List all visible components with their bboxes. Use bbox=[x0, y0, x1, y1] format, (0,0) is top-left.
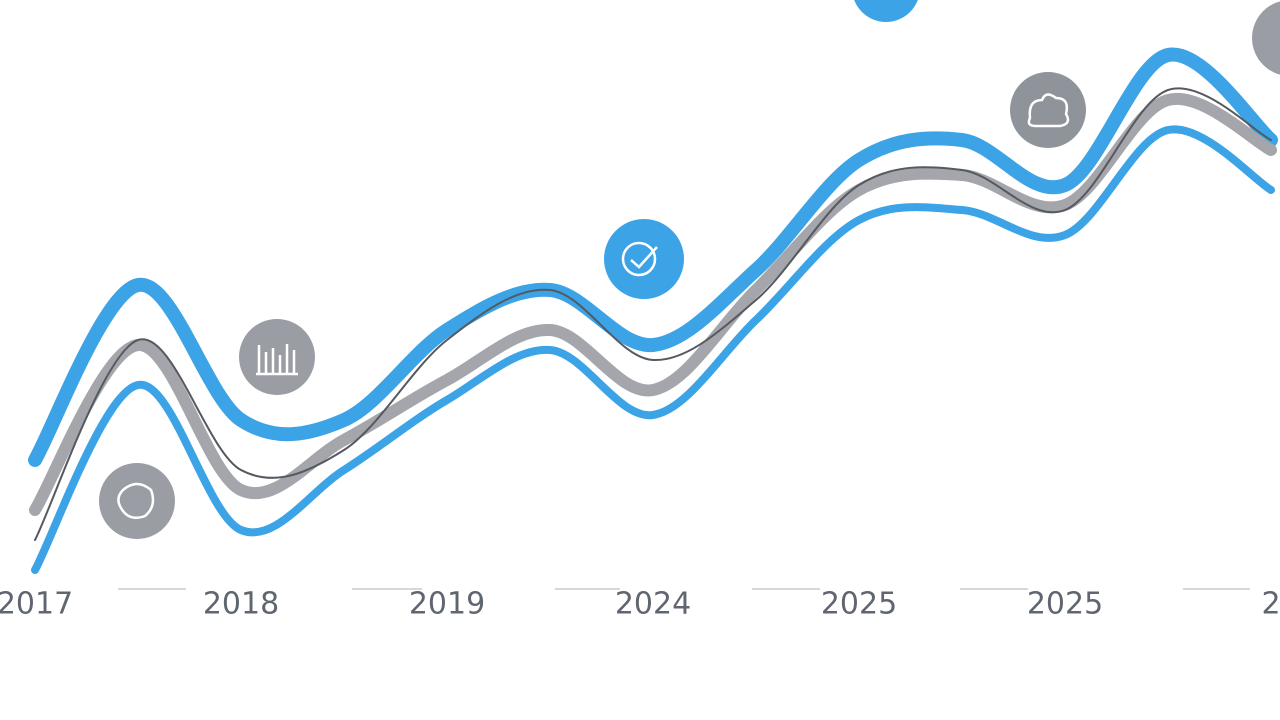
icon-badge bbox=[604, 219, 684, 299]
icon-glyph bbox=[630, 246, 658, 269]
x-tick-label: 2018 bbox=[203, 587, 279, 622]
x-tick-label: 2025 bbox=[821, 587, 897, 622]
x-tick-label: 2019 bbox=[409, 587, 485, 622]
icon-glyph bbox=[117, 482, 155, 519]
icon-badge bbox=[854, 0, 918, 22]
x-tick-label: 2 bbox=[1261, 587, 1280, 622]
icon-badge bbox=[239, 319, 315, 395]
x-tick-label: 2017 bbox=[0, 587, 73, 622]
series-line bbox=[29, 92, 1277, 516]
icon-glyph bbox=[256, 344, 298, 376]
series-line bbox=[28, 47, 1278, 467]
icon-glyph bbox=[1027, 93, 1070, 128]
icon-badge bbox=[99, 463, 175, 539]
x-tick-label: 2025 bbox=[1027, 587, 1103, 622]
series-line bbox=[34, 87, 1272, 541]
x-tick-label: 2024 bbox=[615, 587, 691, 622]
icon-badge bbox=[1010, 72, 1086, 148]
icon-badge bbox=[1252, 1, 1280, 75]
series-line bbox=[31, 125, 1275, 574]
decor bbox=[99, 0, 1280, 590]
icon-glyph bbox=[621, 241, 657, 277]
